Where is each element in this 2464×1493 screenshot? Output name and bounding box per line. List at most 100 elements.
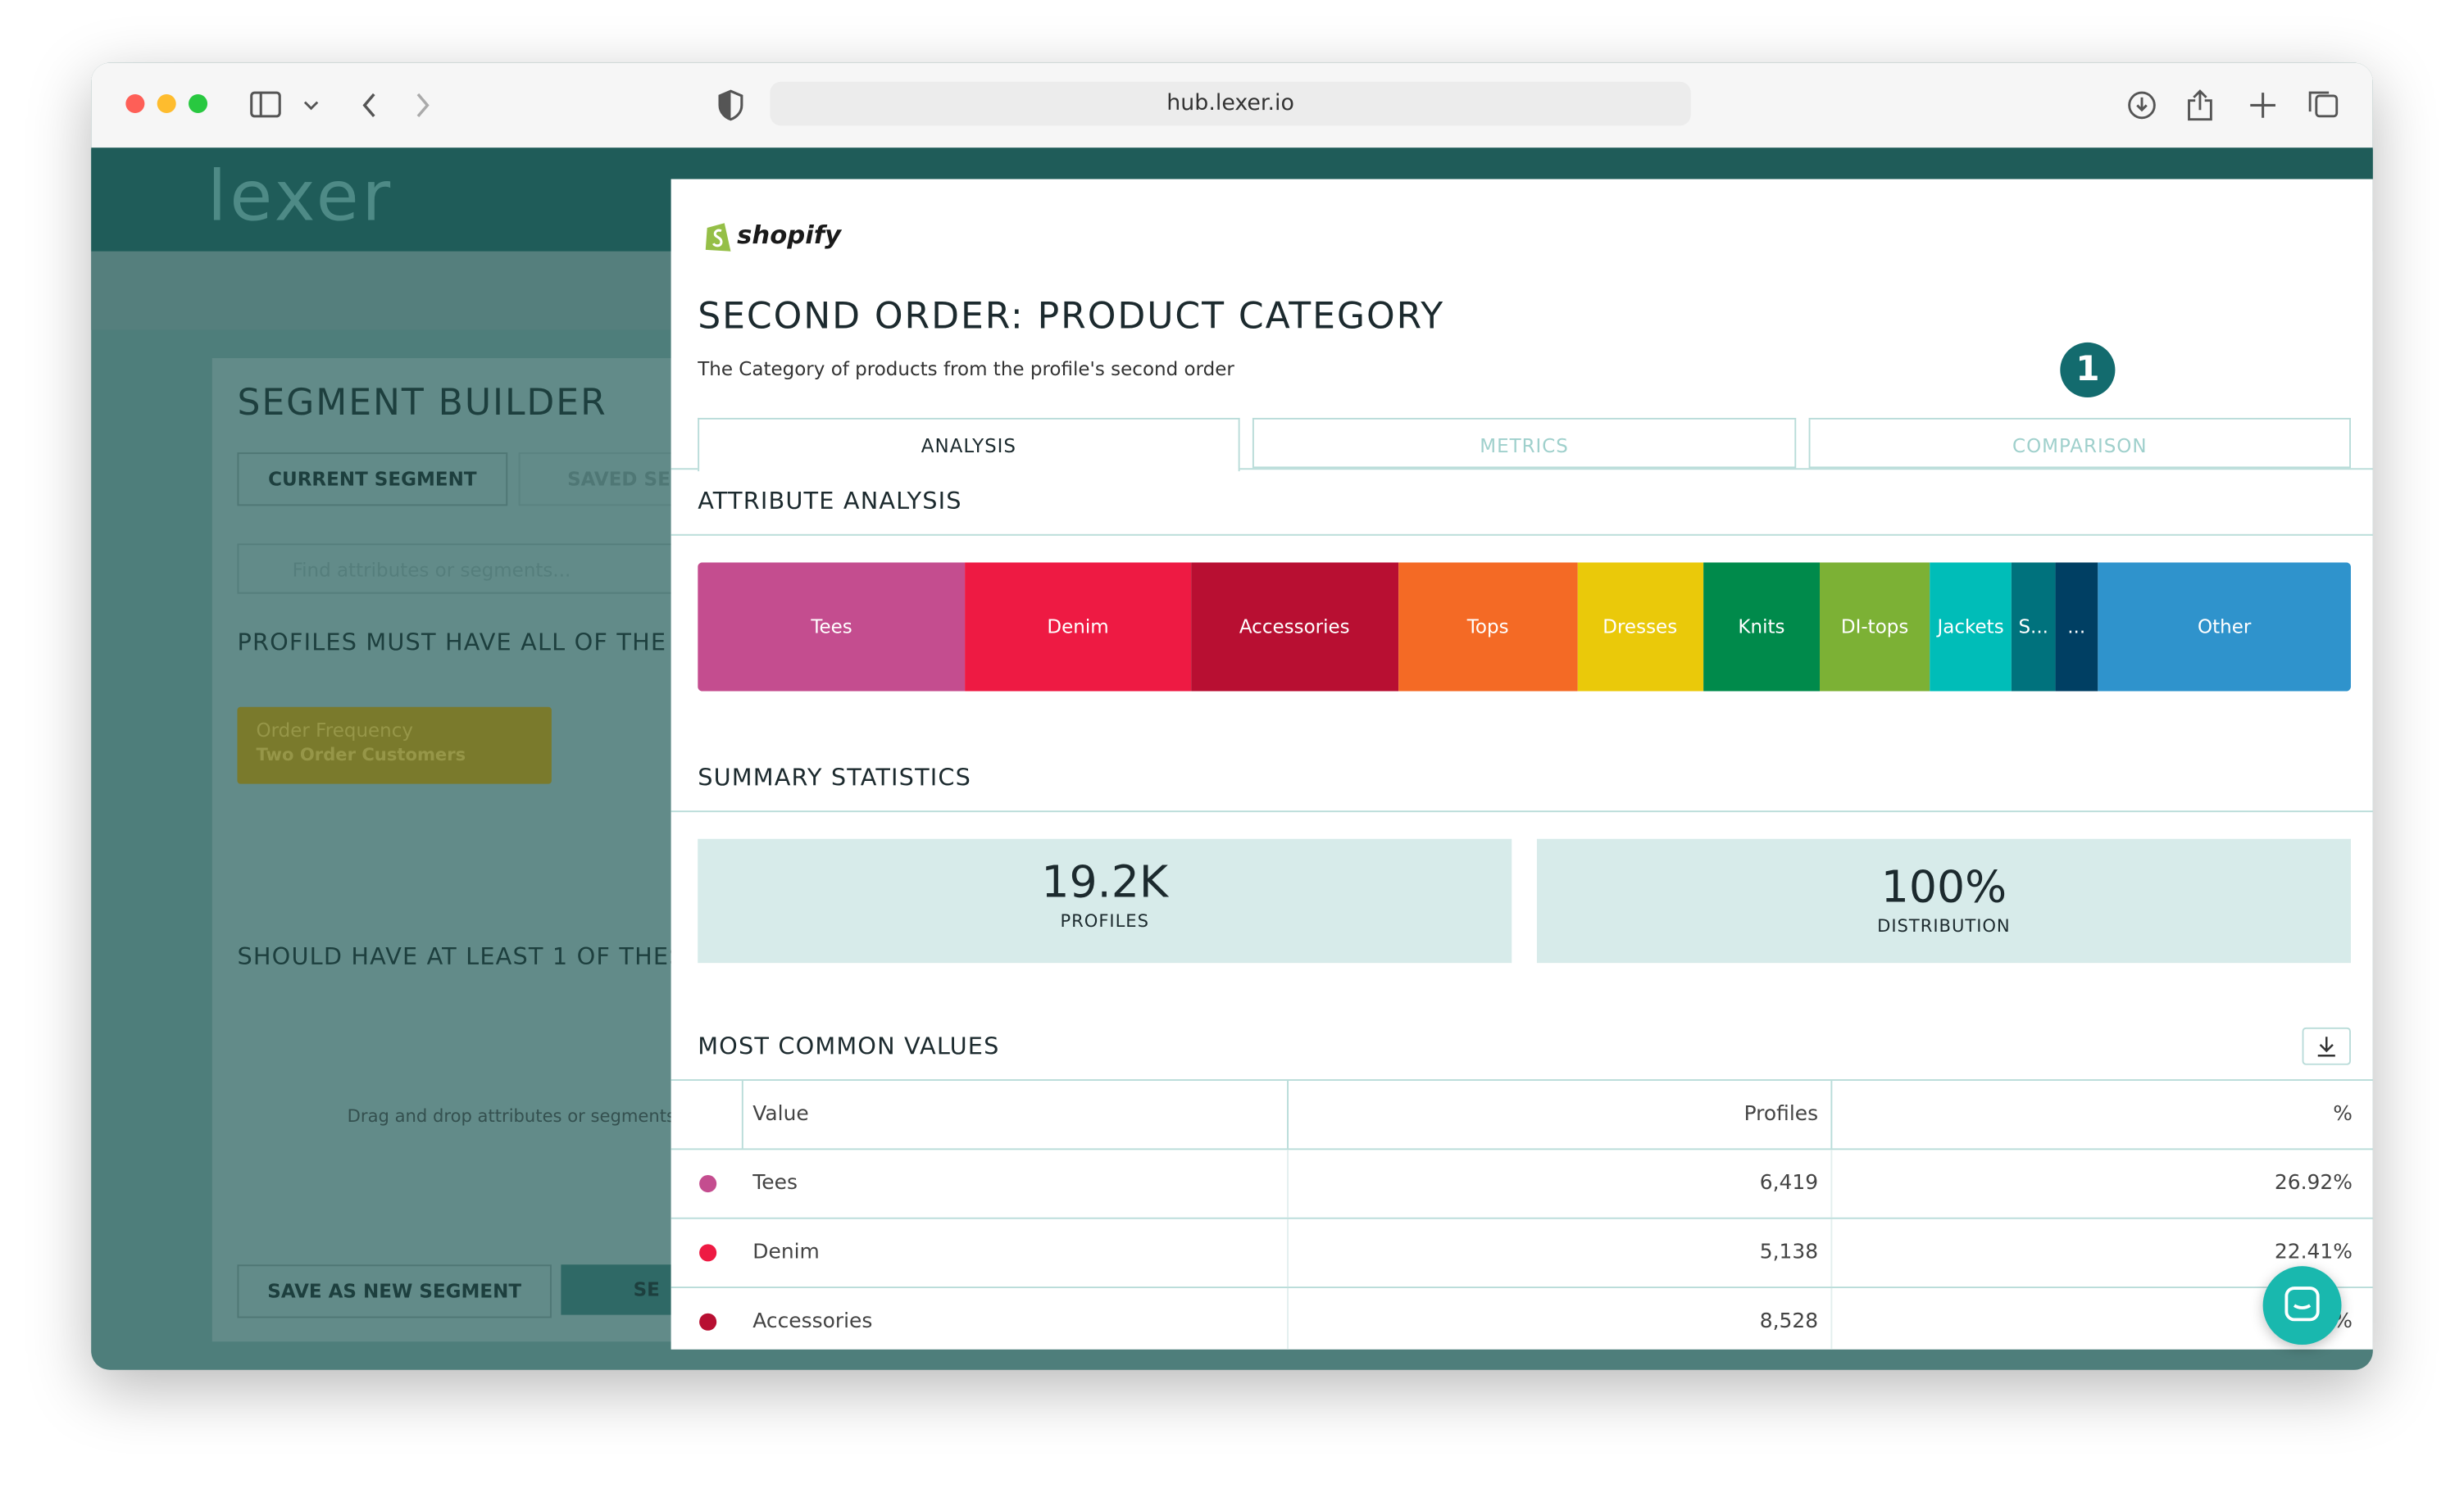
bar-segment: Accessories (1190, 562, 1399, 692)
segment-label: Dresses (1603, 615, 1678, 638)
segment-label: Tees (811, 615, 852, 638)
table-cell: 5,138 (1759, 1241, 1819, 1265)
shield-icon[interactable] (716, 89, 745, 121)
builder-title: SEGMENT BUILDER (237, 383, 607, 424)
column-divider (1287, 1288, 1289, 1350)
section-heading: SUMMARY STATISTICS (698, 763, 972, 792)
table-row: Tees 6,419 26.92% (671, 1150, 2373, 1219)
color-dot (699, 1244, 717, 1262)
bar-segment: Other (2098, 562, 2351, 692)
table-cell: Denim (752, 1241, 820, 1265)
section-heading: MOST COMMON VALUES (698, 1032, 1000, 1061)
button[interactable]: SAVE AS NEW SEGMENT (237, 1264, 552, 1318)
close-button[interactable] (125, 94, 145, 114)
divider (671, 1079, 2373, 1081)
segment-builder-panel: SEGMENT BUILDER CURRENT SEGMENT SAVED SE… (211, 358, 758, 1342)
url-text: hub.lexer.io (1166, 91, 1294, 116)
address-bar[interactable]: hub.lexer.io (770, 81, 1691, 126)
column-divider (1287, 1080, 1289, 1149)
search-input[interactable]: Find attributes or segments... (237, 543, 709, 594)
bar-segment: Tops (1398, 562, 1578, 692)
bar-segment: DI-tops (1820, 562, 1930, 692)
column-divider (1287, 1218, 1289, 1287)
bar-segment: Dresses (1577, 562, 1703, 692)
table-cell: 6,419 (1759, 1172, 1819, 1196)
bar-segment: Jackets (1929, 562, 2012, 692)
section-heading: PROFILES MUST HAVE ALL OF THE (237, 628, 667, 657)
stat-label: PROFILES (1060, 910, 1149, 932)
tab[interactable]: METRICS (1252, 417, 1797, 469)
table-cell: 26.92% (2274, 1172, 2353, 1196)
app-logo[interactable]: lexer (207, 157, 393, 238)
segment-label: S... (2018, 615, 2048, 638)
table-cell: 22.41% (2274, 1241, 2353, 1265)
divider (671, 533, 2373, 536)
attribute-modal: shopify SECOND ORDER: PRODUCT CATEGORY T… (671, 179, 2373, 1350)
button-label: SAVE AS NEW SEGMENT (267, 1280, 522, 1303)
divider (671, 810, 2373, 813)
chip-label: Order Frequency (256, 719, 414, 742)
segment-label: Accessories (1239, 615, 1350, 638)
bar-segment: Denim (965, 562, 1191, 692)
stat-value: 100% (1880, 860, 2007, 913)
table-row: Denim 5,138 22.41% (671, 1218, 2373, 1289)
brand-name: shopify (737, 220, 842, 250)
zoom-button[interactable] (189, 94, 208, 114)
tab[interactable]: COMPARISON (1808, 417, 2351, 469)
segment-label: Other (2198, 615, 2252, 638)
table-header: Value Profiles% (671, 1080, 2373, 1150)
browser-window: hub.lexer.io lexer SEGMENT BUILDER CURRE… (91, 62, 2373, 1370)
tab[interactable]: ANALYSIS (698, 417, 1240, 472)
chat-button[interactable] (2262, 1266, 2342, 1346)
column-divider (1830, 1080, 1833, 1149)
segment-label: Denim (1047, 615, 1109, 638)
column-divider (1287, 1150, 1289, 1218)
segment-label: DI-tops (1840, 615, 1909, 638)
tab-label: CURRENT SEGMENT (268, 468, 477, 491)
chat-icon (2284, 1287, 2320, 1322)
segment-label: Tops (1466, 615, 1509, 638)
tab[interactable]: SAVED SE (518, 452, 758, 506)
browser-toolbar: hub.lexer.io (91, 62, 2373, 150)
minimize-button[interactable] (157, 94, 176, 114)
nav-icons[interactable] (248, 88, 437, 122)
bar-segment: Tees (698, 562, 966, 692)
shopify-icon (705, 223, 731, 252)
bar-segment: ... (2054, 562, 2098, 692)
modal-subtitle: The Category of products from the profil… (698, 358, 1234, 380)
column-divider (1830, 1218, 1833, 1287)
column-header: % (2333, 1102, 2353, 1127)
divider (671, 468, 2373, 470)
column-header: Value (752, 1102, 809, 1127)
tab[interactable]: CURRENT SEGMENT (237, 452, 508, 506)
distribution-bar: Tees Denim Accessories Tops Dresses Knits DI-t… (698, 562, 2351, 692)
step-badge: 1 (2060, 342, 2116, 398)
segment-label: Knits (1738, 615, 1785, 638)
attribute-chip[interactable]: Order Frequency Two Order Customers (237, 706, 552, 784)
table-row: Accessories 8,528% (671, 1288, 2373, 1350)
column-divider (1830, 1288, 1833, 1350)
table-cell: Accessories (752, 1309, 873, 1334)
download-button[interactable] (2302, 1027, 2351, 1065)
drop-hint: Drag and drop attributes or segments he (347, 1105, 703, 1127)
chip-value: Two Order Customers (256, 744, 466, 765)
modal-title: SECOND ORDER: PRODUCT CATEGORY (698, 297, 1445, 338)
section-heading: ATTRIBUTE ANALYSIS (698, 487, 962, 515)
stat-card: 19.2K PROFILES (698, 838, 1512, 964)
table-cell: 8,528 (1759, 1309, 1819, 1334)
column-divider (1830, 1150, 1833, 1218)
column-divider (741, 1080, 743, 1149)
table-cell: Tees (752, 1172, 798, 1196)
stat-label: DISTRIBUTION (1877, 915, 2011, 937)
toolbar-icons[interactable] (2125, 86, 2344, 124)
stat-value: 19.2K (1041, 855, 1169, 909)
bar-segment: Knits (1703, 562, 1821, 692)
bar-segment: S... (2012, 562, 2055, 692)
segment-label: Jackets (1937, 615, 2004, 638)
column-header: Profiles (1743, 1102, 1819, 1127)
color-dot (699, 1174, 717, 1193)
stat-card: 100% DISTRIBUTION (1536, 838, 2351, 964)
segment-label: ... (2067, 615, 2086, 638)
